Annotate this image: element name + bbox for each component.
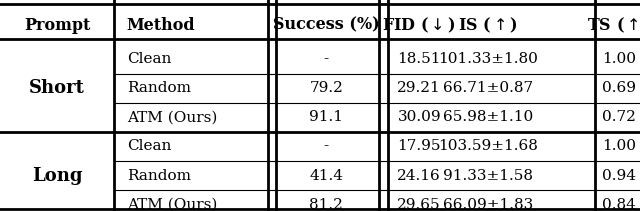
Text: TS ($\uparrow$): TS ($\uparrow$) <box>587 16 640 35</box>
Text: 24.16: 24.16 <box>397 169 441 183</box>
Text: 18.51: 18.51 <box>397 52 441 66</box>
Text: 0.94: 0.94 <box>602 169 636 183</box>
Text: Random: Random <box>127 169 191 183</box>
Text: 0.84: 0.84 <box>602 198 636 211</box>
Text: 0.69: 0.69 <box>602 81 636 95</box>
Text: 0.72: 0.72 <box>602 110 636 124</box>
Text: 1.00: 1.00 <box>602 139 636 153</box>
Text: Random: Random <box>127 81 191 95</box>
Text: Method: Method <box>127 17 195 34</box>
Text: 81.2: 81.2 <box>310 198 343 211</box>
Text: 91.33±1.58: 91.33±1.58 <box>443 169 532 183</box>
Text: 66.09±1.83: 66.09±1.83 <box>442 198 533 211</box>
Text: ATM (Ours): ATM (Ours) <box>127 198 217 211</box>
Text: FID ($\downarrow$): FID ($\downarrow$) <box>383 16 456 35</box>
Text: 29.21: 29.21 <box>397 81 441 95</box>
Text: 41.4: 41.4 <box>309 169 344 183</box>
Text: 29.65: 29.65 <box>397 198 441 211</box>
Text: 1.00: 1.00 <box>602 52 636 66</box>
Text: ATM (Ours): ATM (Ours) <box>127 110 217 124</box>
Text: Success (%): Success (%) <box>273 17 380 34</box>
Text: -: - <box>324 139 329 153</box>
Text: IS ($\uparrow$): IS ($\uparrow$) <box>458 16 518 35</box>
Text: 91.1: 91.1 <box>309 110 344 124</box>
Text: 17.95: 17.95 <box>397 139 441 153</box>
Text: 103.59±1.68: 103.59±1.68 <box>438 139 538 153</box>
Text: Clean: Clean <box>127 139 171 153</box>
Text: 65.98±1.10: 65.98±1.10 <box>442 110 533 124</box>
Text: 30.09: 30.09 <box>397 110 441 124</box>
Text: 79.2: 79.2 <box>310 81 343 95</box>
Text: Short: Short <box>29 79 85 97</box>
Text: Long: Long <box>32 166 82 185</box>
Text: Prompt: Prompt <box>24 17 90 34</box>
Text: 101.33±1.80: 101.33±1.80 <box>438 52 538 66</box>
Text: Clean: Clean <box>127 52 171 66</box>
Text: 66.71±0.87: 66.71±0.87 <box>443 81 532 95</box>
Text: -: - <box>324 52 329 66</box>
